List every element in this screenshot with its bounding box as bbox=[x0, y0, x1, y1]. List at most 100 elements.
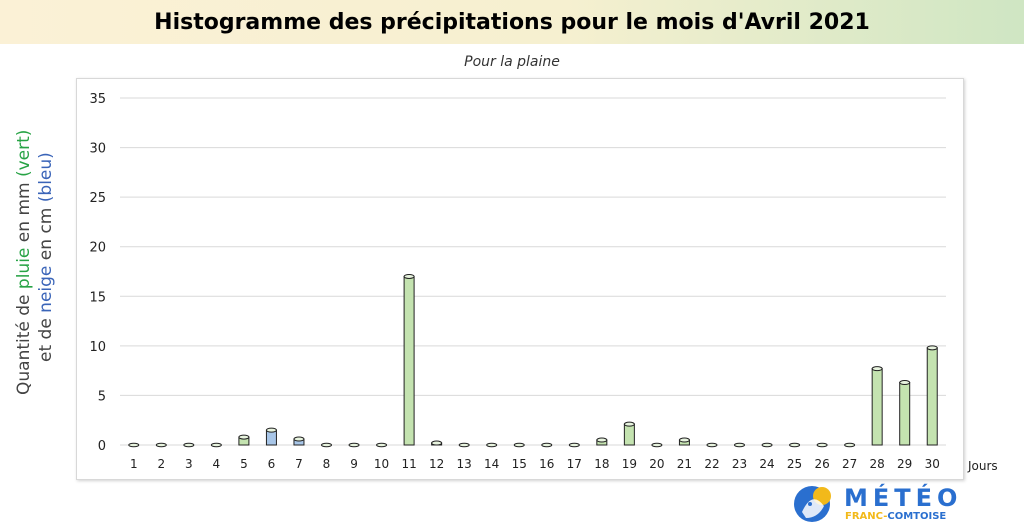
x-tick-label: 24 bbox=[759, 457, 774, 471]
x-tick-label: 20 bbox=[649, 457, 664, 471]
bar-pluie bbox=[899, 380, 911, 446]
x-tick-label: 26 bbox=[814, 457, 829, 471]
x-tick-label: 27 bbox=[842, 457, 857, 471]
x-tick-label: 6 bbox=[268, 457, 276, 471]
bar-zero bbox=[513, 442, 525, 448]
plot-frame bbox=[76, 78, 964, 480]
bar-top bbox=[238, 434, 250, 440]
x-tick-label: 7 bbox=[295, 457, 303, 471]
y-tick-label: 5 bbox=[98, 389, 106, 404]
x-tick-label: 12 bbox=[429, 457, 444, 471]
x-tick-label: 16 bbox=[539, 457, 554, 471]
x-tick-label: 23 bbox=[732, 457, 747, 471]
x-tick-label: 3 bbox=[185, 457, 193, 471]
bar-top bbox=[623, 421, 635, 427]
bar-body bbox=[899, 382, 911, 446]
bar-body bbox=[403, 275, 415, 446]
bar-top bbox=[265, 427, 277, 433]
bar-zero bbox=[761, 442, 773, 448]
bar-pluie bbox=[871, 366, 883, 446]
x-tick-label: 15 bbox=[512, 457, 527, 471]
bar-zero bbox=[789, 442, 801, 448]
bar-zero bbox=[458, 442, 470, 448]
bar-pluie bbox=[678, 437, 690, 446]
bar-zero bbox=[155, 442, 167, 448]
bar-zero bbox=[486, 442, 498, 448]
bar-pluie bbox=[403, 273, 415, 446]
bar-pluie bbox=[238, 434, 250, 446]
x-tick-label: 10 bbox=[374, 457, 389, 471]
bar-zero bbox=[210, 442, 222, 448]
chart-subtitle: Pour la plaine bbox=[464, 54, 560, 70]
y-tick-label: 20 bbox=[89, 241, 106, 256]
bar-top bbox=[596, 437, 608, 443]
x-tick-label: 29 bbox=[897, 457, 912, 471]
bar-zero bbox=[128, 442, 140, 448]
logo-text: MÉTÉO bbox=[844, 484, 963, 512]
bar-zero bbox=[376, 442, 388, 448]
x-tick-label: 8 bbox=[323, 457, 331, 471]
bar-zero bbox=[348, 442, 360, 448]
bar-top bbox=[431, 440, 443, 446]
x-tick-label: 17 bbox=[567, 457, 582, 471]
logo: MÉTÉO FRANC-COMTOISE bbox=[790, 482, 970, 526]
bar-neige bbox=[265, 427, 277, 446]
title-bar: Histogramme des précipitations pour le m… bbox=[0, 0, 1024, 44]
bar-top bbox=[899, 380, 911, 386]
bar-top bbox=[293, 436, 305, 442]
bar-zero bbox=[844, 442, 856, 448]
bars bbox=[128, 273, 938, 448]
bar-pluie bbox=[926, 345, 938, 446]
bar-pluie bbox=[596, 437, 608, 446]
bar-body bbox=[926, 347, 938, 446]
y-tick-label: 0 bbox=[98, 439, 106, 454]
bar-pluie bbox=[431, 440, 443, 446]
bar-pluie bbox=[623, 421, 635, 446]
y-tick-label: 35 bbox=[89, 92, 106, 107]
x-tick-label: 4 bbox=[213, 457, 221, 471]
x-tick-label: 14 bbox=[484, 457, 499, 471]
logo-subtext-part1: FRANC- bbox=[845, 511, 888, 522]
bar-top bbox=[926, 345, 938, 351]
y-tick-label: 15 bbox=[89, 290, 106, 305]
bar-neige bbox=[293, 436, 305, 446]
logo-subtext: FRANC-COMTOISE bbox=[845, 511, 946, 522]
x-tick-label: 22 bbox=[704, 457, 719, 471]
bar-zero bbox=[816, 442, 828, 448]
x-tick-label: 11 bbox=[401, 457, 416, 471]
chart-title: Histogramme des précipitations pour le m… bbox=[154, 9, 870, 35]
x-tick-label: 19 bbox=[622, 457, 637, 471]
bar-zero bbox=[568, 442, 580, 448]
bar-top bbox=[871, 366, 883, 372]
x-tick-label: 30 bbox=[925, 457, 940, 471]
bar-zero bbox=[651, 442, 663, 448]
bar-zero bbox=[183, 442, 195, 448]
bar-body bbox=[871, 368, 883, 446]
x-axis-label: Jours bbox=[968, 459, 998, 473]
x-tick-label: 13 bbox=[457, 457, 472, 471]
x-tick-labels: 1 2 3 4 5 6 7 8 9 10 11 12 13 14 15 16 17 18 19 20 21 22 23 24 2… bbox=[130, 457, 940, 471]
x-tick-label: 5 bbox=[240, 457, 248, 471]
bar-body bbox=[623, 423, 635, 446]
y-tick-labels: 0 5 10 15 20 25 30 35 bbox=[89, 92, 106, 454]
x-tick-label: 25 bbox=[787, 457, 802, 471]
y-tick-label: 30 bbox=[89, 142, 106, 157]
lion-logo-icon bbox=[794, 486, 831, 522]
x-tick-label: 28 bbox=[870, 457, 885, 471]
bar-zero bbox=[706, 442, 718, 448]
bar-zero bbox=[734, 442, 745, 448]
grid-lines bbox=[120, 97, 946, 446]
bar-top bbox=[678, 437, 690, 443]
x-tick-label: 21 bbox=[677, 457, 692, 471]
bar-top bbox=[403, 273, 415, 279]
bar-zero bbox=[321, 442, 332, 448]
bar-zero bbox=[541, 442, 553, 448]
y-tick-label: 25 bbox=[89, 191, 106, 206]
y-tick-label: 10 bbox=[89, 340, 106, 355]
x-tick-label: 18 bbox=[594, 457, 609, 471]
logo-subtext-part2: COMTOISE bbox=[887, 511, 947, 522]
x-tick-label: 1 bbox=[130, 457, 138, 471]
x-tick-label: 9 bbox=[350, 457, 358, 471]
x-tick-label: 2 bbox=[157, 457, 165, 471]
